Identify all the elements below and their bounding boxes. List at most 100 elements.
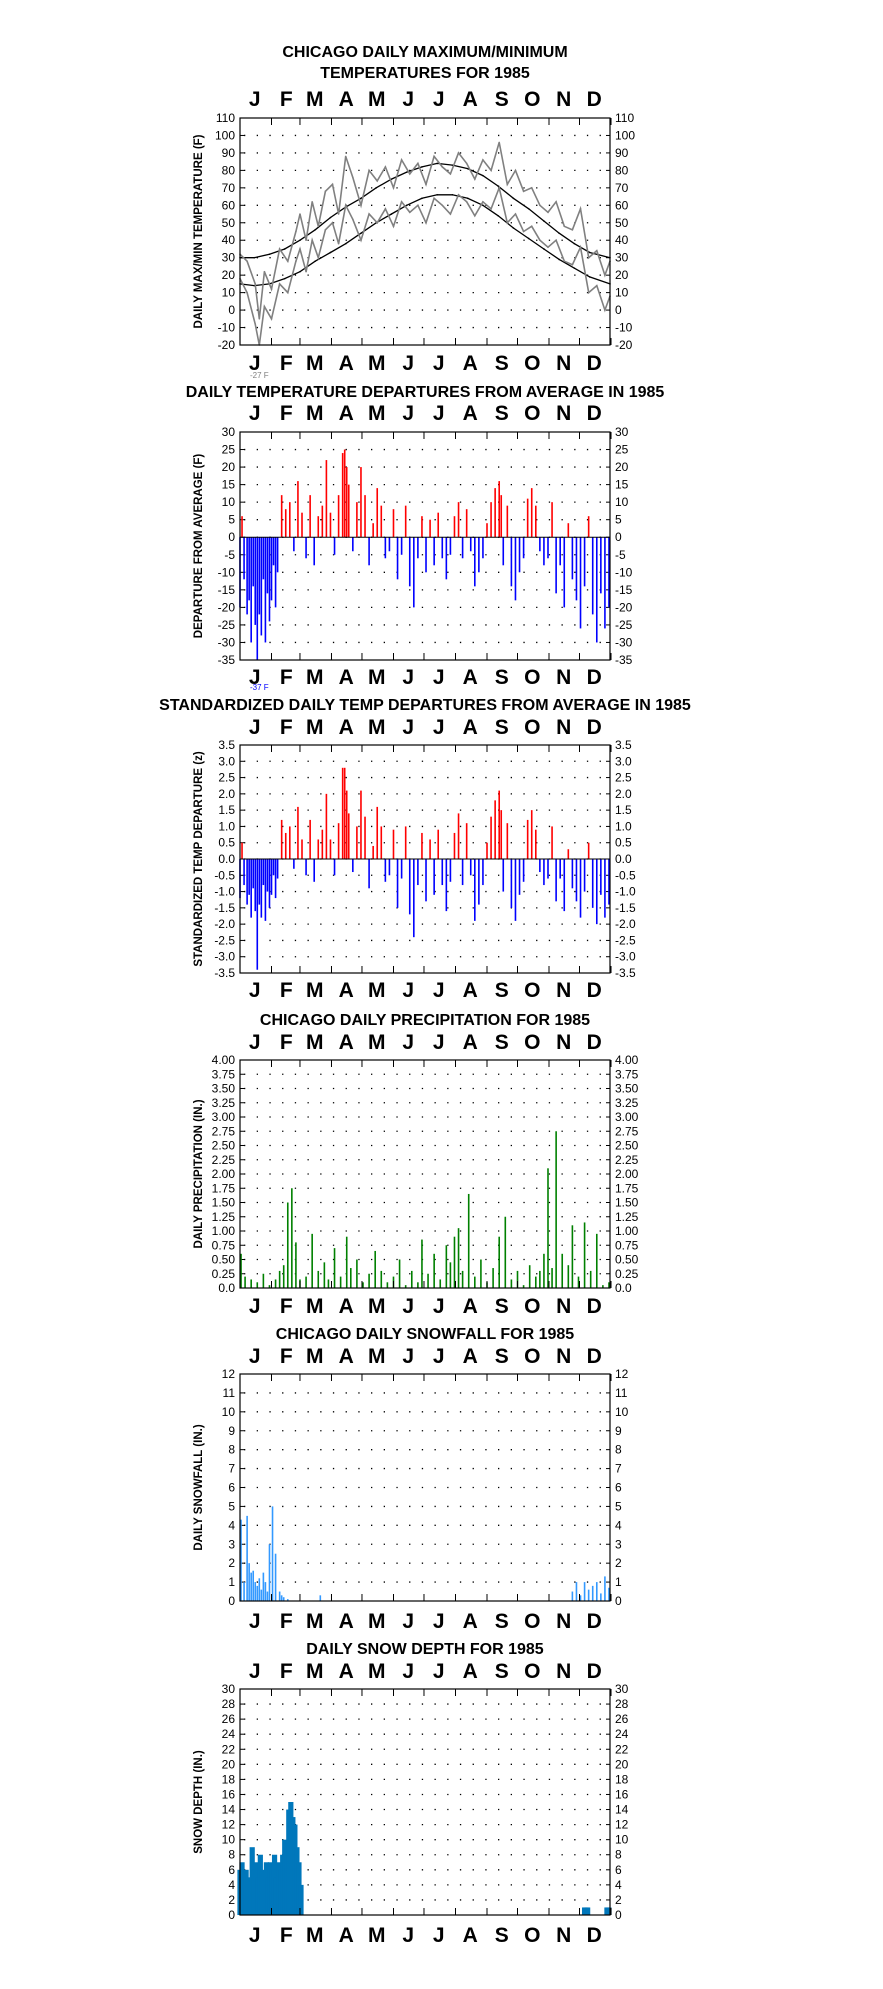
data-point <box>604 309 606 311</box>
y-tick-label-left: 6 <box>228 1481 235 1495</box>
y-tick-label-right: 9 <box>615 1424 622 1438</box>
y-tick-label-left: 28 <box>222 1697 236 1711</box>
month-label-top: M <box>368 88 386 111</box>
data-bar <box>433 537 435 566</box>
data-point <box>482 174 484 177</box>
month-label-top: D <box>587 88 602 111</box>
data-bar <box>282 1597 285 1601</box>
data-bar <box>286 1599 289 1601</box>
chart-1: CHICAGO DAILY MAXIMUM/MINIMUM TEMPERATURE… <box>193 44 635 380</box>
y-tick-label-left: 8 <box>228 1848 235 1862</box>
data-bar <box>514 537 517 601</box>
month-label-bottom: J <box>433 666 445 689</box>
y-axis-label: STANDARDIZED TEMP DEPARTURE (z) <box>193 751 205 966</box>
data-bar <box>400 859 403 879</box>
month-label-bottom: N <box>556 1924 571 1947</box>
month-label-bottom: M <box>306 1610 324 1633</box>
data-bar <box>248 1563 250 1601</box>
data-bar <box>260 859 263 918</box>
month-label-top: N <box>556 1660 571 1683</box>
data-point <box>527 208 530 210</box>
month-label-top: M <box>306 88 324 111</box>
data-point <box>425 221 427 224</box>
data-bar <box>547 537 549 559</box>
month-label-bottom: D <box>587 1610 602 1633</box>
data-bar <box>289 502 291 538</box>
data-point <box>344 155 347 158</box>
data-bar <box>243 1582 245 1601</box>
data-bar <box>539 859 541 873</box>
y-tick-label-right: 10 <box>615 1833 629 1847</box>
month-label-bottom: N <box>556 352 571 375</box>
month-label-top: M <box>306 402 324 425</box>
data-bar <box>380 1270 383 1288</box>
data-bar <box>494 488 496 538</box>
data-bar <box>465 823 468 859</box>
data-bar <box>539 1270 541 1288</box>
data-bar <box>567 523 570 538</box>
data-bar <box>492 1268 494 1288</box>
month-label-bottom: A <box>339 666 354 689</box>
y-tick-label-left: 3.00 <box>212 1110 236 1124</box>
month-label-bottom: J <box>249 979 261 1002</box>
month-label-bottom: M <box>368 666 386 689</box>
data-point <box>317 256 320 259</box>
data-bar <box>272 859 275 876</box>
month-label-top: M <box>368 402 386 425</box>
y-tick-label-right: -0.5 <box>615 868 636 882</box>
y-tick-label-left: -3.0 <box>214 950 235 964</box>
month-label-bottom: A <box>339 1295 354 1318</box>
month-label-top: M <box>368 716 386 739</box>
data-point <box>314 260 317 262</box>
data-bar <box>453 516 456 538</box>
y-tick-label-left: 9 <box>228 1424 235 1438</box>
data-bar <box>506 505 509 538</box>
y-tick-label-left: 20 <box>222 268 236 282</box>
data-marks <box>240 1506 610 1601</box>
data-bar <box>298 1884 304 1915</box>
month-label-bottom: A <box>463 1610 478 1633</box>
y-tick-label-right: 3.50 <box>615 1082 639 1096</box>
y-tick-label-right: 10 <box>615 1405 629 1419</box>
month-label-top: A <box>339 88 354 111</box>
data-bar <box>445 1245 448 1288</box>
data-point <box>286 260 289 262</box>
data-point <box>539 239 541 242</box>
month-label-bottom: J <box>402 1610 414 1633</box>
data-point <box>522 230 525 233</box>
data-point <box>421 166 423 168</box>
data-bar <box>595 1233 598 1288</box>
data-bar <box>341 453 344 538</box>
y-axis-label: DAILY PRECIPITATION (IN.) <box>193 1099 205 1248</box>
data-bar <box>384 859 387 882</box>
data-bar <box>445 537 448 580</box>
month-label-top: J <box>433 1660 445 1683</box>
month-label-bottom: N <box>556 979 571 1002</box>
data-bar <box>551 502 553 538</box>
data-bar <box>268 537 271 622</box>
month-label-bottom: A <box>339 979 354 1002</box>
data-bar <box>280 495 283 538</box>
y-tick-label-right: 10 <box>615 495 629 509</box>
data-bar <box>356 1259 358 1288</box>
y-tick-label-left: 10 <box>222 1405 236 1419</box>
plot-frame <box>239 117 611 346</box>
data-bar <box>514 859 517 921</box>
data-point <box>270 318 273 320</box>
y-tick-label-right: 30 <box>615 1682 629 1696</box>
data-point <box>408 173 411 175</box>
data-bar <box>254 537 257 625</box>
y-tick-label-left: 11 <box>223 1386 236 1400</box>
y-tick-label-left: 40 <box>222 233 236 247</box>
y-tick-label-left: 3.50 <box>212 1082 236 1096</box>
data-point <box>506 183 509 186</box>
data-point <box>579 246 582 249</box>
y-tick-label-left: 2.25 <box>212 1153 236 1167</box>
data-bar <box>585 1907 591 1915</box>
month-label-top: O <box>524 1660 540 1683</box>
month-label-bottom: F <box>280 1295 293 1318</box>
data-bar <box>567 1265 570 1288</box>
data-bar <box>264 859 267 921</box>
y-tick-label-left: 0 <box>228 1908 235 1922</box>
data-bar <box>433 859 435 895</box>
